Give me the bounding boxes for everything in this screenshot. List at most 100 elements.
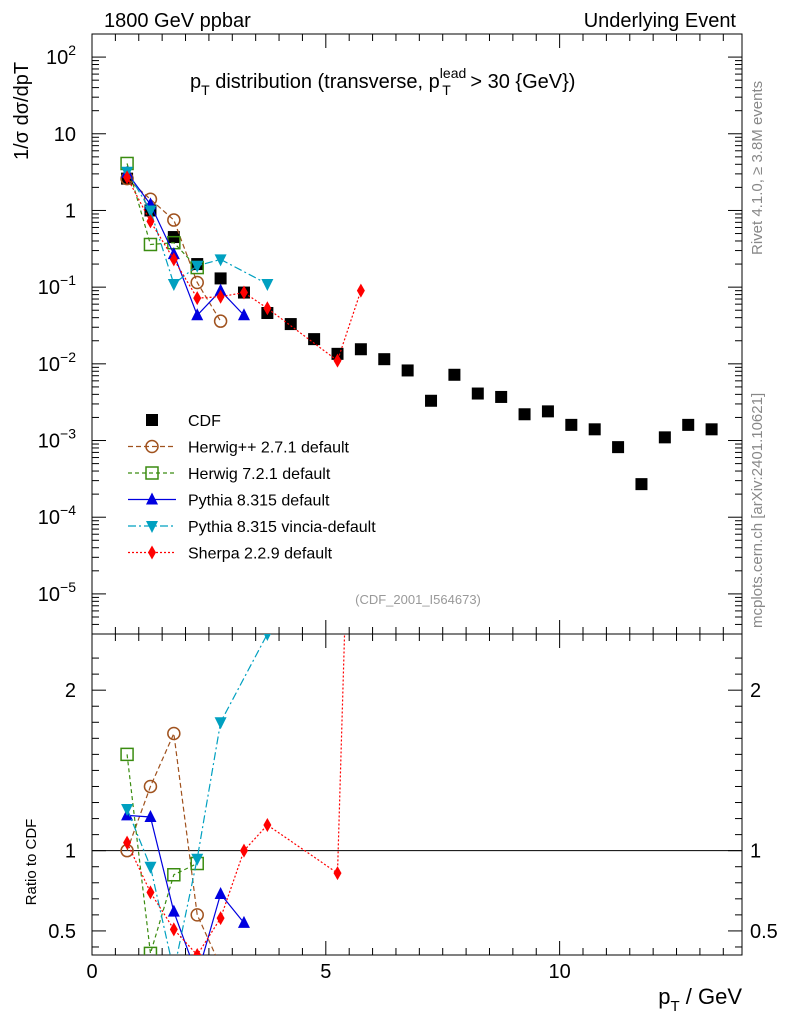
ratio-panel-frame [91,633,743,956]
cdf-point [705,423,718,436]
sherpa-2-2-9-default-ratio-point [216,911,225,926]
ratio-y-tick-label-right: 0.5 [750,921,778,943]
title-sub-T2: T [442,82,451,98]
pythia-8-315-default-ratio-point [214,887,227,900]
cdf-point [541,405,554,418]
y-tick-label: 10 [54,124,76,146]
sherpa-2-2-9-default-ratio-line [126,634,346,955]
sherpa-2-2-9-default-ratio-point [169,922,178,937]
ratio-panel-series [120,634,346,981]
cdf-point [354,343,367,356]
ratio-y-tick-label: 0.5 [48,921,76,943]
cdf-point [588,423,601,436]
y-tick-label: 10−4 [38,502,76,529]
cdf-point [448,368,461,381]
ratio-y-tick-label-right: 2 [750,680,761,702]
pythia-8-315-vincia-default-ratio-point [121,803,134,816]
sherpa-2-2-9-default-ratio-point [123,835,132,850]
pythia-8-315-vincia-default-line [126,171,268,285]
sherpa-2-2-9-default-ratio-point [239,843,248,858]
pythia-8-315-vincia-default-ratio-line [126,634,268,955]
cdf-point [214,272,227,285]
title-end: > 30 {GeV}) [465,71,576,93]
title-sup-lead: lead [440,65,466,81]
plot-frames [91,33,743,956]
ratio-y-tick-label: 2 [65,680,76,702]
sherpa-2-2-9-default-point [123,170,132,185]
header-left: 1800 GeV ppbar [104,10,251,32]
y-tick-label: 102 [46,42,76,69]
sherpa-2-2-9-default-point [263,301,272,316]
analysis-id: (CDF_2001_I564673) [355,592,481,607]
herwig-2-7-1-default-ratio-point [215,960,227,972]
sherpa-2-2-9-default-ratio-point [333,866,342,881]
title-p: p [190,71,201,93]
legend-label-pythia-8-315-default: Pythia 8.315 default [188,493,330,510]
x-label-sub-T: T [670,998,679,1015]
pythia-8-315-vincia-default-ratio-point [144,861,157,874]
pythia-8-315-default-point [237,308,250,321]
sherpa-2-2-9-default-point [239,285,248,300]
legend-marker-herwig-2-7-1-default [145,439,159,454]
herwig-2-7-1-default-ratio-point [190,908,204,922]
cdf-point [612,441,625,454]
cdf-point [518,408,531,421]
sherpa-2-2-9-default-line [126,177,362,362]
cdf-point [565,418,578,431]
cdf-point [284,318,297,331]
pythia-8-315-vincia-default-point [191,260,204,273]
sherpa-2-2-9-default-point [193,291,202,306]
cdf-point [495,390,508,403]
x-axis-label: pT / GeV [658,984,742,1015]
herwig-7-2-1-default-ratio-point [120,747,134,762]
chart-title: pT distribution (transverse, plead T > 30… [190,65,575,98]
herwig-7-2-1-default-line [126,163,198,268]
sherpa-2-2-9-default-point [169,252,178,267]
pythia-8-315-vincia-default-ratio-point [263,634,271,641]
ratio-y-tick-label-right: 1 [750,841,761,863]
pythia-8-315-vincia-default-point [167,278,180,291]
herwig-2-7-1-default-ratio-point [167,726,181,741]
pythia-8-315-vincia-default-ratio-point [191,853,204,866]
pythia-8-315-vincia-default-point [144,205,157,218]
legend-marker-cdf [146,414,158,426]
pythia-8-315-default-ratio-point [237,915,250,928]
x-tick-label: 10 [549,961,571,983]
cdf-point [682,418,695,431]
legend-marker-pythia-8-315-default [146,492,158,505]
y-tick-label: 10−3 [38,426,76,453]
legend-label-herwig-2-7-1-default: Herwig++ 2.7.1 default [188,440,350,457]
legend-marker-herwig-7-2-1-default [145,466,159,480]
pythia-8-315-default-point [191,308,204,321]
herwig-2-7-1-default-point [190,275,204,290]
y-tick-label: 10−2 [38,349,76,376]
x-tick-label: 0 [86,961,97,983]
herwig-7-2-1-default-point [143,237,158,252]
sherpa-2-2-9-default-point [146,214,155,229]
title-sub-T: T [201,82,210,98]
cdf-point [425,394,438,407]
pythia-8-315-vincia-default-point [214,254,227,267]
pythia-8-315-vincia-default-ratio-point [214,717,227,730]
legend-label-pythia-8-315-vincia-default: Pythia 8.315 vincia-default [188,519,376,536]
title-mid: distribution (transverse, p [210,71,440,93]
mcplots-label: mcplots.cern.ch [arXiv:2401.10621] [749,393,766,628]
herwig-7-2-1-default-ratio-point [167,868,181,882]
legend-label-herwig-7-2-1-default: Herwig 7.2.1 default [188,466,331,483]
sherpa-2-2-9-default-ratio-point [193,948,202,955]
pythia-8-315-vincia-default-point [261,278,274,291]
x-tick-label: 5 [320,961,331,983]
legend-label-cdf: CDF [188,413,221,430]
pythia-8-315-default-ratio-point [191,969,203,981]
legend: CDF Herwig++ 2.7.1 default Herwig 7.2.1 de… [128,413,376,563]
herwig-7-2-1-default-ratio-line [126,754,198,954]
main-panel-series [120,156,718,491]
cdf-point [401,364,414,377]
legend-marker-sherpa-2-2-9-default [148,545,156,560]
pythia-8-315-default-point [214,283,227,296]
pythia-8-315-vincia-default-ratio-point [168,966,180,978]
legend-label-sherpa-2-2-9-default: Sherpa 2.2.9 default [188,546,333,563]
sherpa-2-2-9-default-point [216,289,225,304]
header-right: Underlying Event [583,10,736,32]
